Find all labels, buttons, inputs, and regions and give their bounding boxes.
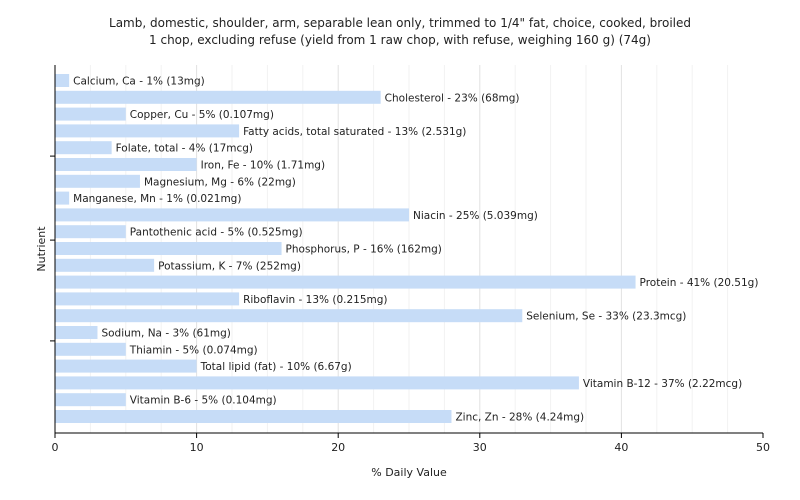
bar-label: Vitamin B-6 - 5% (0.104mg) [130, 395, 277, 407]
bar-label: Sodium, Na - 3% (61mg) [101, 328, 230, 340]
x-tick-label: 10 [190, 441, 204, 454]
bar [55, 309, 523, 323]
bar-label: Thiamin - 5% (0.074mg) [129, 344, 258, 356]
bar [55, 242, 282, 255]
chart-title-line-1: Lamb, domestic, shoulder, arm, separable… [109, 16, 691, 30]
axes [50, 65, 763, 434]
bar [55, 292, 240, 306]
bar-label: Calcium, Ca - 1% (13mg) [73, 76, 205, 88]
x-tick-label: 50 [756, 441, 770, 454]
bar-label: Niacin - 25% (5.039mg) [413, 210, 538, 222]
bar [55, 141, 112, 155]
bar [55, 208, 409, 222]
bar-label: Pantothenic acid - 5% (0.525mg) [130, 227, 303, 239]
x-tick-label: 0 [52, 441, 59, 454]
bar [55, 225, 126, 239]
bar-label: Selenium, Se - 33% (23.3mcg) [526, 311, 686, 323]
x-tick-label: 30 [473, 441, 487, 454]
bar-label: Magnesium, Mg - 6% (22mg) [144, 176, 296, 188]
bar-label: Protein - 41% (20.51g) [640, 277, 759, 289]
bar [55, 410, 452, 423]
bar [55, 393, 126, 407]
bar [55, 359, 197, 373]
bar-label: Manganese, Mn - 1% (0.021mg) [73, 193, 241, 205]
bar [55, 326, 98, 339]
bar-label: Vitamin B-12 - 37% (2.22mcg) [583, 378, 742, 390]
bar [55, 191, 70, 205]
bar-label: Riboflavin - 13% (0.215mg) [243, 294, 387, 306]
y-axis-label: Nutrient [35, 226, 48, 272]
x-axis-ticks: 0 10 20 30 40 50 [52, 433, 770, 454]
bar-label: Fatty acids, total saturated - 13% (2.53… [243, 126, 466, 138]
bar-label: Total lipid (fat) - 10% (6.67g) [200, 361, 352, 373]
bar-label: Phosphorus, P - 16% (162mg) [286, 244, 442, 256]
chart-title-line-2: 1 chop, excluding refuse (yield from 1 r… [149, 33, 651, 47]
bar [55, 376, 579, 390]
bar-label: Copper, Cu - 5% (0.107mg) [130, 109, 274, 121]
bar [55, 342, 126, 356]
bar-label: Potassium, K - 7% (252mg) [158, 260, 301, 272]
x-tick-label: 20 [331, 441, 345, 454]
bar-label: Cholesterol - 23% (68mg) [385, 92, 520, 104]
bar [55, 74, 70, 87]
bar-label: Iron, Fe - 10% (1.71mg) [201, 160, 325, 172]
x-tick-label: 40 [614, 441, 628, 454]
chart-title: Lamb, domestic, shoulder, arm, separable… [109, 16, 691, 47]
x-axis-label: % Daily Value [371, 466, 447, 479]
bar [55, 258, 155, 272]
bars: Calcium, Ca - 1% (13mg) Cholesterol - 23%… [55, 74, 758, 424]
bar [55, 275, 636, 289]
bar [55, 174, 140, 188]
bar-label: Zinc, Zn - 28% (4.24mg) [455, 412, 584, 424]
bar-label: Folate, total - 4% (17mcg) [116, 143, 253, 155]
bar [55, 158, 197, 171]
bar [55, 90, 381, 104]
bar [55, 107, 126, 121]
bar [55, 124, 240, 138]
